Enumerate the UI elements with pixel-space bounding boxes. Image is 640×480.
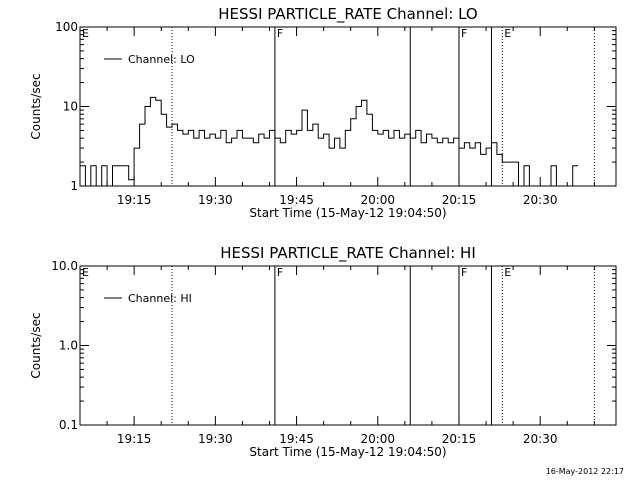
y-tick-label: 1 xyxy=(70,179,78,193)
x-tick-label: 20:15 xyxy=(442,432,477,446)
event-marker-label: E xyxy=(504,266,511,279)
legend-entry: Channel: LO xyxy=(128,53,195,66)
x-tick-label: 19:15 xyxy=(117,432,152,446)
x-tick-label: 20:30 xyxy=(523,193,558,207)
x-tick-label: 19:15 xyxy=(117,193,152,207)
plot-frame xyxy=(79,26,617,187)
event-marker-label: F xyxy=(461,27,467,40)
x-tick-label: 20:15 xyxy=(442,193,477,207)
event-marker-label: F xyxy=(461,266,467,279)
event-marker-label: F xyxy=(277,27,283,40)
timestamp-label: 16-May-2012 22:17 xyxy=(546,467,624,476)
y-axis-label: Counts/sec xyxy=(29,312,43,378)
y-tick-label: 1.0 xyxy=(59,339,78,353)
series-line-channel-lo xyxy=(80,96,579,187)
plot-frame xyxy=(79,265,617,426)
event-marker-label: F xyxy=(277,266,283,279)
event-marker-label: E xyxy=(82,266,89,279)
y-tick-label: 10 xyxy=(63,100,78,114)
event-marker-label: E xyxy=(504,27,511,40)
y-tick-label: 10.0 xyxy=(51,259,78,273)
x-axis-label: Start Time (15-May-12 19:04:50) xyxy=(249,206,446,220)
legend-entry: Channel: HI xyxy=(128,292,192,305)
x-tick-label: 19:30 xyxy=(198,432,233,446)
chart-title: HESSI PARTICLE_RATE Channel: LO xyxy=(218,5,477,24)
x-tick-label: 20:00 xyxy=(360,193,395,207)
y-tick-label: 100 xyxy=(55,20,78,34)
y-tick-label: 0.1 xyxy=(59,418,78,432)
x-tick-label: 20:00 xyxy=(360,432,395,446)
chart-title: HESSI PARTICLE_RATE Channel: HI xyxy=(220,244,476,263)
x-tick-label: 20:30 xyxy=(523,432,558,446)
chart-panel-hi: HESSI PARTICLE_RATE Channel: HI 0.1 1.0 10.… xyxy=(29,244,617,459)
x-tick-label: 19:45 xyxy=(279,193,314,207)
y-axis-label: Counts/sec xyxy=(29,73,43,139)
x-tick-label: 19:45 xyxy=(279,432,314,446)
chart-panel-lo: HESSI PARTICLE_RATE Channel: LO 1 10 100 Cou… xyxy=(29,5,617,220)
event-marker-label: E xyxy=(82,27,89,40)
x-axis-label: Start Time (15-May-12 19:04:50) xyxy=(249,445,446,459)
x-tick-label: 19:30 xyxy=(198,193,233,207)
